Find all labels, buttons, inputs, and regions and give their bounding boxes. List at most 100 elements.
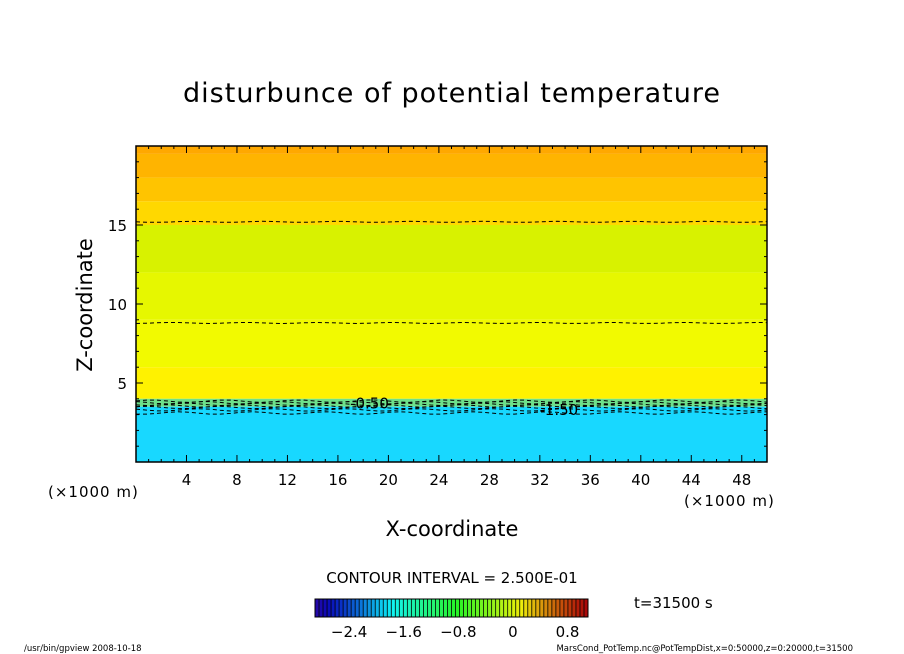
- colorbar-swatch: [563, 599, 568, 617]
- field-band: [136, 398, 767, 407]
- colorbar-swatch: [447, 599, 452, 617]
- field-band: [136, 146, 767, 154]
- colorbar-swatch: [367, 599, 372, 617]
- contour-interval-label: CONTOUR INTERVAL = 2.500E-01: [326, 569, 577, 587]
- colorbar-swatch: [555, 599, 560, 617]
- contour-label: -1.50: [539, 401, 578, 419]
- colorbar-swatch: [583, 599, 588, 617]
- colorbar-swatch: [331, 599, 336, 617]
- colorbar-swatch: [467, 599, 472, 617]
- colorbar-swatch: [459, 599, 464, 617]
- colorbar-swatch: [471, 599, 476, 617]
- colorbar-swatch: [319, 599, 324, 617]
- colorbar-swatch: [343, 599, 348, 617]
- field-band: [136, 201, 767, 225]
- colorbar-swatch: [511, 599, 516, 617]
- colorbar-swatch: [415, 599, 420, 617]
- colorbar-swatch: [575, 599, 580, 617]
- colorbar-swatch: [403, 599, 408, 617]
- colorbar-swatch: [547, 599, 552, 617]
- contour-label: -0.50: [350, 395, 389, 413]
- y-tick-label: 10: [108, 296, 127, 314]
- chart-title: disturbunce of potential temperature: [183, 78, 721, 109]
- colorbar-swatch: [411, 599, 416, 617]
- colorbar-swatch: [559, 599, 564, 617]
- y-tick-label: 15: [108, 217, 127, 235]
- colorbar-swatch: [435, 599, 440, 617]
- y-axis-ticks: 5 10 15: [108, 145, 767, 463]
- colorbar-swatch: [527, 599, 532, 617]
- x-tick-label: 24: [429, 471, 448, 489]
- contour-line: [136, 411, 768, 415]
- colorbar-swatch: [495, 599, 500, 617]
- colorbar-swatch: [543, 599, 548, 617]
- footer-right: MarsCond_PotTemp.nc@PotTempDist,x=0:5000…: [556, 644, 853, 654]
- field-band: [136, 367, 767, 399]
- contour-line: [135, 321, 768, 325]
- contour-labels: -0.50 -1.50: [350, 395, 578, 419]
- x-tick-label: 8: [232, 471, 242, 489]
- x-unit-label-right: (×1000 m): [684, 492, 775, 510]
- contour-line: [135, 220, 768, 223]
- colorbar-swatch: [451, 599, 456, 617]
- x-tick-label: 20: [379, 471, 398, 489]
- colorbar-swatch: [523, 599, 528, 617]
- colorbar-swatch: [363, 599, 368, 617]
- colorbar-tick-label: 0: [508, 623, 518, 641]
- colorbar-swatch: [455, 599, 460, 617]
- colorbar-swatch: [483, 599, 488, 617]
- colorbar-swatch: [395, 599, 400, 617]
- time-label: t=31500 s: [634, 594, 713, 612]
- contour-lines: [135, 220, 768, 415]
- colorbar-tick-label: 0.8: [556, 623, 580, 641]
- colorbar-tick-labels: −2.4 −1.6 −0.8 0 0.8: [331, 623, 580, 641]
- colorbar-swatch: [315, 599, 320, 617]
- x-unit-label-left: (×1000 m): [48, 483, 139, 501]
- field-band: [136, 406, 767, 462]
- colorbar-swatch: [351, 599, 356, 617]
- colorbar-swatch: [423, 599, 428, 617]
- colorbar-swatch: [507, 599, 512, 617]
- colorbar-swatch: [371, 599, 376, 617]
- x-tick-label: 36: [581, 471, 600, 489]
- y-axis-title: Z-coordinate: [73, 238, 97, 372]
- colorbar-swatch: [475, 599, 480, 617]
- field-band: [136, 225, 767, 273]
- y-tick-label: 5: [117, 375, 127, 393]
- colorbar-swatch: [391, 599, 396, 617]
- colorbar-swatch: [339, 599, 344, 617]
- field-band: [136, 153, 767, 178]
- x-tick-label: 40: [631, 471, 650, 489]
- colorbar-swatch: [499, 599, 504, 617]
- contour-line: [135, 405, 768, 410]
- colorbar-swatch: [419, 599, 424, 617]
- colorbar-swatch: [571, 599, 576, 617]
- colorbar-swatch: [443, 599, 448, 617]
- colorbar-swatch: [551, 599, 556, 617]
- colorbar-tick-label: −0.8: [440, 623, 476, 641]
- colorbar-tick-label: −2.4: [331, 623, 367, 641]
- colorbar-swatch: [399, 599, 404, 617]
- x-axis-title: X-coordinate: [386, 517, 519, 541]
- colorbar-swatch: [535, 599, 540, 617]
- x-tick-label: 32: [530, 471, 549, 489]
- colorbar-swatch: [387, 599, 392, 617]
- x-tick-label: 4: [182, 471, 192, 489]
- footer-left: /usr/bin/gpview 2008-10-18: [24, 644, 142, 654]
- colorbar-swatch: [407, 599, 412, 617]
- x-tick-label: 12: [278, 471, 297, 489]
- colorbar-swatch: [431, 599, 436, 617]
- colorbar-swatch: [327, 599, 332, 617]
- colorbar-swatch: [519, 599, 524, 617]
- colorbar-swatch: [375, 599, 380, 617]
- colorbar-frame: [314, 598, 589, 618]
- colorbar-swatch: [359, 599, 364, 617]
- colorbar-swatch: [539, 599, 544, 617]
- plot-area: [136, 146, 767, 462]
- colorbar-swatch: [531, 599, 536, 617]
- colorbar-swatch: [567, 599, 572, 617]
- colorbar-swatch: [463, 599, 468, 617]
- colorbar-swatch: [579, 599, 584, 617]
- colorbar-swatch: [487, 599, 492, 617]
- x-axis-ticks: 4 8 12 16 20 24 28 32 36 40 44 48: [135, 146, 768, 489]
